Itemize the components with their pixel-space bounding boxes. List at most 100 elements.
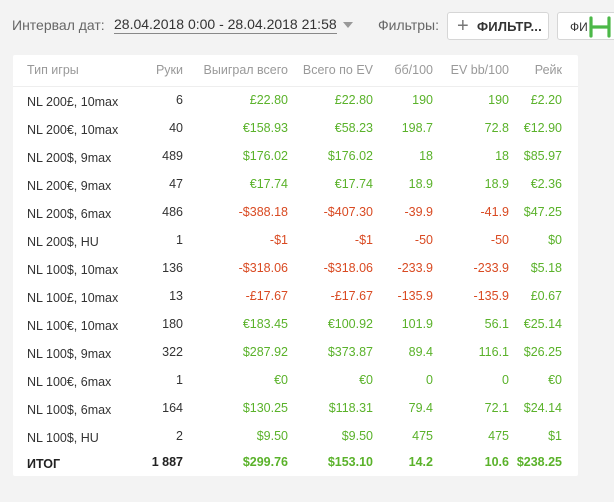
cell-rake: €0 [548,373,562,387]
cell-rake: $47.25 [523,205,562,219]
table-row[interactable]: NL 100$, 10max 136 -$318.06 -$318.06 -233.9 -… [13,254,578,282]
total-label: ИТОГ [27,457,61,471]
table-row[interactable]: NL 100$, HU 2 $9.50 $9.50 475 475 $1 [13,422,578,450]
cell-rake: €25.14 [523,317,562,331]
table-row[interactable]: NL 200$, HU 1 -$1 -$1 -50 -50 $0 [13,226,578,254]
col-header-won-total[interactable]: Выиграл всего [183,55,288,87]
cell-rake: $24.14 [523,401,562,415]
table-row[interactable]: NL 100€, 10max 180 €183.45 €100.92 101.9 56.1… [13,310,578,338]
cell-hands: 1 [176,233,183,247]
total-hands: 1 887 [151,455,183,469]
cell-hands: 322 [162,345,183,359]
cell-won-total: -£17.67 [245,289,288,303]
cell-ev-total: -£17.67 [330,289,373,303]
cell-rake: $85.97 [523,149,562,163]
table-row[interactable]: NL 100$, 9max 322 $287.92 $373.87 89.4 116.1 $… [13,338,578,366]
stats-table: Тип игры Руки Выиграл всего Всего по EV … [13,55,578,474]
cell-bb100: -39.9 [404,205,434,219]
cell-rake: €12.90 [523,121,562,135]
table-header-row: Тип игры Руки Выиграл всего Всего по EV … [13,55,578,87]
cell-game-type: NL 200$, HU [27,235,99,249]
cell-game-type: NL 200€, 10max [27,123,119,137]
cell-won-total: $9.50 [256,429,288,443]
cell-won-total: -$318.06 [238,261,288,275]
cell-game-type: NL 200$, 9max [27,151,112,165]
total-won: $299.76 [242,455,288,469]
cell-rake: €2.36 [530,177,562,191]
second-filter-label: ФИ [570,20,588,34]
chevron-down-icon[interactable] [343,22,353,28]
cell-won-total: €158.93 [242,121,288,135]
cell-bb100: 89.4 [408,345,433,359]
cell-hands: 180 [162,317,183,331]
cell-game-type: NL 100$, 6max [27,403,112,417]
cell-bb100: -233.9 [397,261,433,275]
cell-game-type: NL 100$, 9max [27,347,112,361]
cell-hands: 47 [169,177,183,191]
date-interval-label: Интервал дат: [12,17,105,33]
cell-rake: $1 [548,429,562,443]
col-header-bb100[interactable]: бб/100 [373,55,433,87]
toolbar: Интервал дат: 28.04.2018 0:00 - 28.04.20… [0,0,614,52]
cell-ev-bb100: 72.1 [484,401,509,415]
table-row[interactable]: NL 200€, 10max 40 €158.93 €58.23 198.7 72.8 €1… [13,114,578,142]
cell-hands: 40 [169,121,183,135]
table-row[interactable]: NL 200£, 10max 6 £22.80 £22.80 190 190 £2.20 [13,86,578,114]
table-row[interactable]: NL 200€, 9max 47 €17.74 €17.74 18.9 18.9 €2.36 [13,170,578,198]
table-row[interactable]: NL 200$, 6max 486 -$388.18 -$407.30 -39.9 -41… [13,198,578,226]
add-filter-button[interactable]: + ФИЛЬТР... [447,12,549,40]
cell-ev-total: $373.87 [327,345,373,359]
cell-bb100: 475 [412,429,433,443]
table-row[interactable]: NL 100€, 6max 1 €0 €0 0 0 €0 [13,366,578,394]
cell-ev-total: £22.80 [334,93,373,108]
col-header-game-type[interactable]: Тип игры [13,55,131,87]
total-ev-bb100: 10.6 [484,455,509,469]
col-header-rake[interactable]: Рейк [509,55,578,87]
cell-ev-total: €58.23 [334,121,373,135]
cell-hands: 136 [162,261,183,275]
cell-ev-bb100: 475 [488,429,509,443]
stats-table-card: Тип игры Руки Выиграл всего Всего по EV … [13,55,578,476]
table-row[interactable]: NL 200$, 9max 489 $176.02 $176.02 18 18 $85.97 [13,142,578,170]
cell-game-type: NL 100€, 10max [27,319,119,333]
cell-bb100: -50 [414,233,433,247]
cell-ev-total: $176.02 [327,149,373,163]
cell-ev-bb100: -233.9 [473,261,509,275]
cell-ev-total: $9.50 [341,429,373,443]
cell-ev-bb100: 190 [488,93,509,108]
cell-ev-total: -$318.06 [323,261,373,275]
cell-ev-bb100: 0 [502,373,509,387]
cell-bb100: 198.7 [401,121,433,135]
cell-hands: 13 [169,289,183,303]
cell-game-type: NL 100$, 10max [27,263,119,277]
table-row[interactable]: NL 100$, 6max 164 $130.25 $118.31 79.4 72.1 $2… [13,394,578,422]
cell-won-total: £22.80 [249,93,288,108]
cell-won-total: €183.45 [242,317,288,331]
cell-ev-bb100: 18.9 [484,177,509,191]
plus-icon: + [457,15,469,37]
cell-game-type: NL 100€, 6max [27,375,112,389]
date-range-selector[interactable]: 28.04.2018 0:00 - 28.04.2018 21:58 [114,16,337,34]
total-rake: $238.25 [516,455,562,469]
cell-ev-total: €100.92 [327,317,373,331]
cell-ev-bb100: -41.9 [480,205,510,219]
filters-label: Фильтры: [378,17,439,33]
cell-game-type: NL 100$, HU [27,431,99,445]
cell-rake: £0.67 [530,289,562,303]
cell-bb100: 18 [419,149,433,163]
cell-ev-total: €17.74 [334,177,373,191]
col-header-ev-bb100[interactable]: EV bb/100 [433,55,509,87]
cell-hands: 1 [176,373,183,387]
col-header-ev-total[interactable]: Всего по EV [288,55,373,87]
cell-game-type: NL 100£, 10max [27,291,119,305]
col-header-hands[interactable]: Руки [131,55,183,87]
cell-bb100: 18.9 [408,177,433,191]
total-ev: $153.10 [327,455,373,469]
cell-bb100: 0 [426,373,433,387]
add-filter-label: ФИЛЬТР... [477,19,542,34]
cell-ev-bb100: -135.9 [473,289,509,303]
cell-hands: 6 [176,93,183,108]
cell-won-total: $287.92 [242,345,288,359]
table-row[interactable]: NL 100£, 10max 13 -£17.67 -£17.67 -135.9 -135… [13,282,578,310]
cell-won-total: €0 [274,373,288,387]
